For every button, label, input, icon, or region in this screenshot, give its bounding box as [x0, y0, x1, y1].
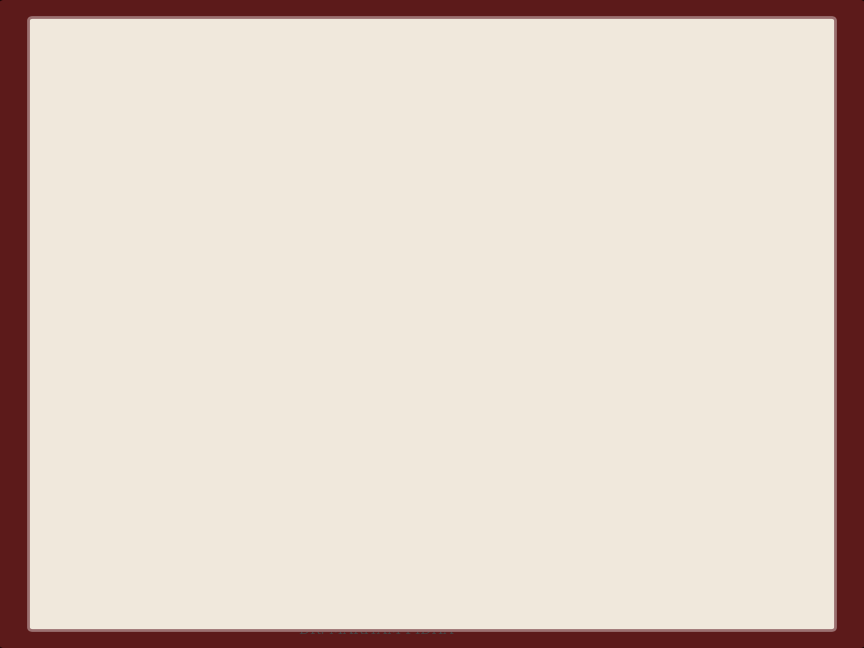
Text: Glandular odontogenic cyst: Glandular odontogenic cyst [212, 475, 443, 492]
Text: Botryoid odontogenic cyst: Botryoid odontogenic cyst [212, 441, 432, 457]
Text: iii.: iii. [482, 205, 503, 222]
Text: DR. MARIYAM FIDHA: DR. MARIYAM FIDHA [299, 623, 453, 637]
Text: (b)  Non-odontogenic cyst: (b) Non-odontogenic cyst [441, 72, 703, 90]
Text: Calcifying odontogenic: Calcifying odontogenic [212, 509, 405, 526]
Text: iii.: iii. [454, 391, 474, 408]
Text: Nasolabial cyst: Nasolabial cyst [531, 205, 660, 222]
Text: B.: B. [441, 506, 468, 524]
Text: 9.: 9. [160, 509, 175, 526]
Text: Nasopalatine cyst: Nasopalatine cyst [531, 173, 682, 190]
Text: I  CYSTS OF THE JAWS: I CYSTS OF THE JAWS [43, 72, 276, 90]
Text: cyst: cyst [212, 539, 245, 556]
Text: 2. Inflammatory origin: 2. Inflammatory origin [441, 253, 671, 272]
Text: Eruption cyst: Eruption cyst [212, 372, 325, 389]
Text: Residual cyst: Residual cyst [501, 358, 613, 375]
Text: Paradental cyst and juvenille: Paradental cyst and juvenille [501, 391, 744, 408]
Text: 4.: 4. [160, 338, 175, 354]
Text: Mid palatine cyst of: Mid palatine cyst of [531, 108, 698, 125]
Text: SHEAR CLASSIFICATION: SHEAR CLASSIFICATION [245, 30, 619, 54]
Text: 6.: 6. [160, 406, 175, 423]
Text: 1.: 1. [454, 575, 469, 592]
Text: 8.: 8. [160, 475, 175, 492]
Text: CYSTS: CYSTS [473, 537, 540, 555]
Text: iv.: iv. [454, 456, 472, 473]
Text: A.: A. [43, 117, 70, 135]
Text: paradental cyst: paradental cyst [501, 422, 632, 439]
Text: 1.: 1. [160, 235, 175, 251]
Text: i.: i. [454, 293, 464, 310]
Text: 2.: 2. [454, 606, 469, 623]
Text: Radicular, apical and lateral: Radicular, apical and lateral [501, 293, 738, 310]
Text: Aneurysmal bone cyst: Aneurysmal bone cyst [501, 606, 687, 623]
Text: 3.: 3. [160, 303, 175, 320]
Text: ii.: ii. [482, 173, 498, 190]
Text: ii.: ii. [454, 358, 469, 375]
Text: cyst: cyst [501, 324, 535, 341]
Text: EPITHELIAL LINED CYSTS: EPITHELIAL LINED CYSTS [75, 117, 349, 135]
Text: 1. Developmental origin: 1. Developmental origin [43, 156, 287, 174]
Text: OKC: OKC [212, 303, 250, 320]
Text: Dentigerous cyst: Dentigerous cyst [212, 338, 354, 354]
Text: Lateral periodontal cyst: Lateral periodontal cyst [212, 406, 414, 423]
Text: NON-EPITHELIAL LINED: NON-EPITHELIAL LINED [473, 506, 731, 524]
Text: Gingival cysts of adults: Gingival cysts of adults [212, 269, 407, 286]
Text: infants: infants [531, 139, 589, 156]
Text: 5.: 5. [160, 372, 175, 389]
Text: Inflammatory collateral cyst: Inflammatory collateral cyst [501, 456, 739, 473]
Text: Gingival cysts of infants: Gingival cysts of infants [212, 235, 413, 251]
Text: (a)Odontogenic cysts: (a)Odontogenic cysts [112, 195, 326, 213]
Text: 7.: 7. [160, 441, 175, 457]
Text: Solitary bone cyst: Solitary bone cyst [501, 575, 652, 592]
Text: i.: i. [482, 108, 492, 125]
Text: 2.: 2. [160, 269, 175, 286]
